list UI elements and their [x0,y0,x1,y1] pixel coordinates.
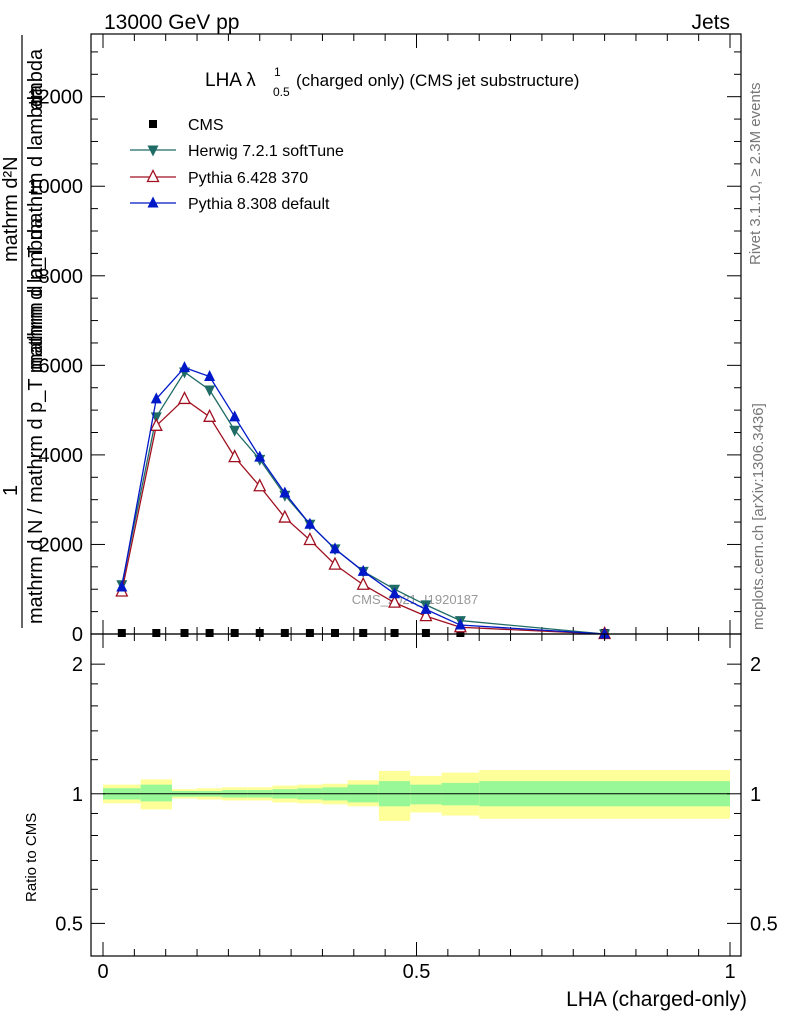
legend: CMS Herwig 7.2.1 softTune Pythia 6.428 370… [130,117,344,213]
data-point [280,629,289,637]
ratio-ticks [91,634,741,956]
ratio-y-axis-label: Ratio to CMS [23,813,40,902]
ratio-inner-band [140,784,172,802]
data-point [356,576,370,590]
y-label-lambda: ambda [25,48,47,110]
y-tick-label: 8000 [39,266,84,288]
data-point [229,425,241,437]
y-tick-label: 0 [72,624,83,646]
main-series [115,361,612,641]
legend-marker [147,196,159,208]
data-point [390,629,399,637]
header-right: Jets [691,11,730,34]
data-point [205,629,214,637]
legend-marker [149,120,157,128]
legend-entry: Pythia 6.428 370 [188,170,308,187]
data-point [229,410,241,422]
x-tick-label: 0.5 [403,961,431,983]
data-point [329,542,341,554]
data-point [599,627,611,639]
ratio-y-tick-label-left: 1 [72,784,83,806]
data-point [254,450,266,462]
y-tick-label: 12000 [27,87,83,109]
series-line [121,371,605,635]
main-ticks [91,34,741,635]
main-y-tick-labels: 0 2000 4000 6000 8000 10000 12000 [27,87,83,646]
data-point [152,629,161,637]
ratio-inner-band [410,784,442,805]
data-point [150,392,162,404]
y-tick-label: 6000 [39,355,84,377]
data-point [389,587,401,599]
data-point [253,478,267,492]
series-3 [116,361,611,639]
data-point [149,417,163,431]
data-point [116,580,128,592]
x-tick-label: 1 [724,961,735,983]
title-sup: 1 [274,65,281,79]
y-label-denominator-full: mathrm d N / mathrm d p_T mathrm d lambd… [25,217,47,624]
legend-entry: Pythia 8.308 default [188,196,330,213]
data-point [304,517,316,529]
legend-entry: CMS [188,117,224,134]
ratio-y-tick-label-right: 0.5 [750,913,778,935]
data-point [279,486,291,498]
main-y-axis-label: 1 mathrm d²N mathrm d N / mathrm d p_T m… [0,35,47,628]
legend-entry: Herwig 7.2.1 softTune [188,143,344,160]
title-sub: 0.5 [273,85,290,99]
data-point [179,361,191,373]
legend-marker [146,169,160,183]
data-point [117,629,126,637]
data-point [255,629,264,637]
data-point [180,629,189,637]
ratio-y-tick-labels: 0.5 0.5 1 1 2 2 [55,654,778,935]
data-point [357,564,369,576]
data-point [278,509,292,523]
data-point [204,385,216,397]
data-point [419,608,433,622]
main-title: LHA λ 1 0.5 (charged only) (CMS jet subs… [205,65,579,99]
data-point [305,629,314,637]
data-point [330,629,339,637]
data-point [303,532,317,546]
ratio-bands [103,770,730,821]
data-point [203,408,217,422]
title-main: LHA λ [205,70,256,91]
data-point [420,602,432,614]
legend-marker [147,145,159,157]
x-tick-label: 0 [97,961,108,983]
data-point [421,629,430,637]
data-point [230,629,239,637]
series-line [121,366,605,635]
data-point [454,618,466,630]
mcplots-label: mcplots.cern.ch [arXiv:1306.3436] [750,403,767,630]
data-point [388,594,402,608]
ratio-y-tick-label-right: 1 [750,784,761,806]
y-tick-label: 4000 [39,445,84,467]
x-axis-label: LHA (charged-only) [566,988,747,1011]
data-point [228,449,242,463]
data-point [359,629,368,637]
y-tick-label: 10000 [27,176,83,198]
ratio-x-tick-labels: 0 0.5 1 [97,961,735,983]
ratio-y-tick-label-right: 2 [750,654,761,676]
y-label-top: 1 [0,485,22,496]
rivet-label: Rivet 3.1.10, ≥ 2.3M events [747,83,764,266]
ratio-y-tick-label-left: 0.5 [55,913,83,935]
y-tick-label: 2000 [39,534,84,556]
data-point [177,390,192,405]
y-label-denominator-extra: mathrm d p_T mathrm d lambda [25,84,47,370]
header-left: 13000 GeV pp [104,11,239,34]
title-rest: (charged only) (CMS jet substructure) [296,71,579,90]
data-point [328,556,342,570]
ratio-y-tick-label-left: 2 [72,654,83,676]
y-label-numerator: mathrm d²N [0,156,22,262]
data-point [204,370,216,382]
data-point [456,629,465,637]
